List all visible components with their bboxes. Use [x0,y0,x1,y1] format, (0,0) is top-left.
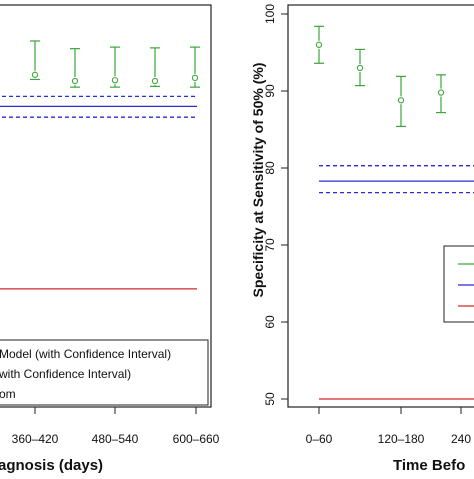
left-plot-frame [0,4,212,408]
point-gap [111,76,119,85]
point-gap [71,76,79,85]
x-tick-label: 120–180 [378,432,425,446]
x-tick-label: 480–540 [92,432,139,446]
x-tick-label: 240 [451,432,471,446]
data-point [437,89,445,96]
left-marks: 360–420 480–540 600–660 [0,40,220,446]
left-panel: Model (with Confidence Interval) with Co… [0,4,220,474]
x-tick-label: 360–420 [12,432,59,446]
point-gap [356,63,364,72]
x-tick-label: 600–660 [173,432,220,446]
x-tick-label: 0–60 [306,432,333,446]
data-point [31,71,39,78]
right-x-axis-label: Time Befo [393,457,465,474]
right-panel: Specificity at Sensitivity of 50% (%) Ti… [250,4,474,474]
data-point [397,97,405,104]
data-point [315,41,323,48]
point-gap [315,40,323,49]
right-legend-box [443,245,474,323]
y-tick-label: 100 [263,4,277,24]
left-legend-entry-3: om [0,387,16,401]
left-legend-box [0,339,209,406]
data-point [71,77,79,85]
right-y-axis-label: Specificity at Sensitivity of 50% (%) [250,63,266,298]
point-gap [437,88,445,97]
left-legend-entry-2: with Confidence Interval) [0,367,131,381]
right-marks: 0–60 120–180 240 50 60 70 80 90 100 [263,4,474,446]
left-x-axis-label: agnosis (days) [0,457,103,474]
data-point [191,74,199,82]
point-gap [191,73,199,82]
data-point [356,64,364,72]
y-tick-label: 70 [263,238,277,252]
y-tick-label: 50 [263,392,277,406]
data-point [151,77,159,85]
left-legend-entry-1: Model (with Confidence Interval) [0,347,171,361]
point-gap [151,76,159,85]
y-tick-label: 60 [263,315,277,329]
y-tick-label: 90 [263,84,277,98]
point-gap [397,96,405,105]
point-gap [31,70,39,79]
data-point [111,77,119,84]
right-plot-frame [287,4,474,408]
y-tick-label: 80 [263,161,277,175]
